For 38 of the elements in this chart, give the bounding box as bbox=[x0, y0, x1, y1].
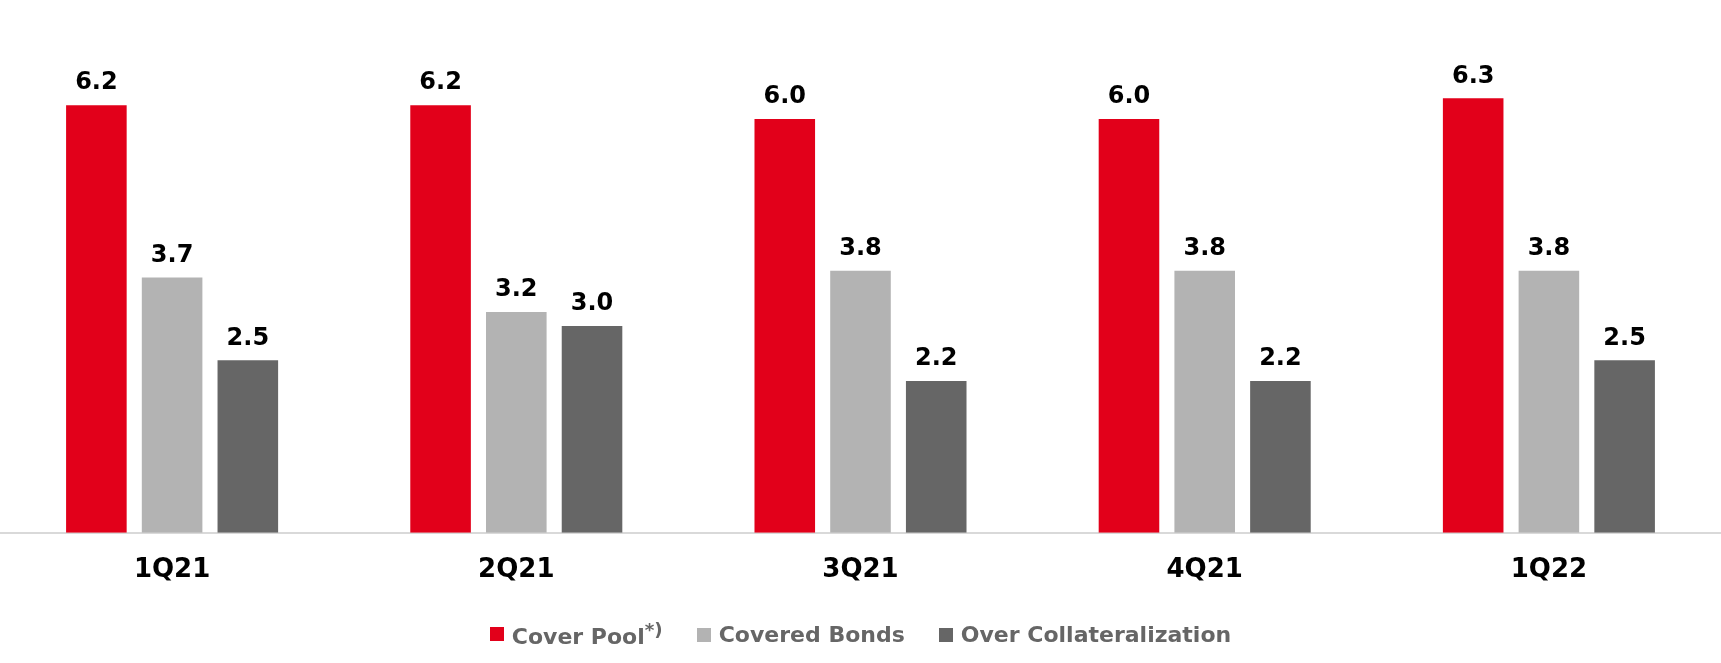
data-label: 2.5 bbox=[1603, 322, 1646, 351]
bar bbox=[486, 312, 547, 533]
data-label: 3.0 bbox=[570, 288, 614, 317]
data-label: 2.2 bbox=[1259, 343, 1302, 372]
bar bbox=[905, 381, 967, 533]
data-label: 2.2 bbox=[914, 343, 958, 372]
legend-label: Cover Pool$^{*)}$ bbox=[511, 619, 663, 650]
x-tick-label: 2Q21 bbox=[478, 553, 555, 584]
x-tick-label: 4Q21 bbox=[1166, 553, 1243, 584]
x-tick-label: 1Q21 bbox=[133, 553, 211, 584]
data-label: 3.8 bbox=[839, 232, 882, 261]
bar bbox=[217, 360, 279, 533]
bar bbox=[1174, 270, 1235, 533]
x-tick-label: 3Q21 bbox=[822, 553, 899, 584]
data-label: 6.3 bbox=[1451, 60, 1495, 89]
bar bbox=[1594, 360, 1655, 533]
bar bbox=[141, 277, 203, 533]
data-label: 2.5 bbox=[226, 322, 270, 351]
data-label: 6.0 bbox=[1107, 81, 1151, 110]
bar bbox=[66, 105, 127, 533]
data-label: 3.8 bbox=[1527, 232, 1571, 261]
bar bbox=[561, 325, 623, 533]
legend-label: Covered Bonds bbox=[718, 622, 905, 647]
data-label: 3.7 bbox=[150, 239, 194, 268]
data-label: 6.2 bbox=[75, 67, 118, 96]
x-tick-label: 1Q22 bbox=[1510, 553, 1588, 584]
bar bbox=[1098, 118, 1160, 533]
data-label: 3.8 bbox=[1183, 232, 1226, 261]
data-label: 6.2 bbox=[419, 67, 462, 96]
bar bbox=[1518, 270, 1580, 533]
bar bbox=[1442, 98, 1504, 533]
data-label: 6.0 bbox=[763, 81, 807, 110]
legend-label: Over Collateralization bbox=[960, 622, 1232, 647]
bar bbox=[1250, 381, 1311, 533]
bar bbox=[754, 118, 816, 533]
data-label: 3.2 bbox=[495, 274, 538, 303]
bar bbox=[410, 105, 471, 533]
bar bbox=[830, 270, 891, 533]
